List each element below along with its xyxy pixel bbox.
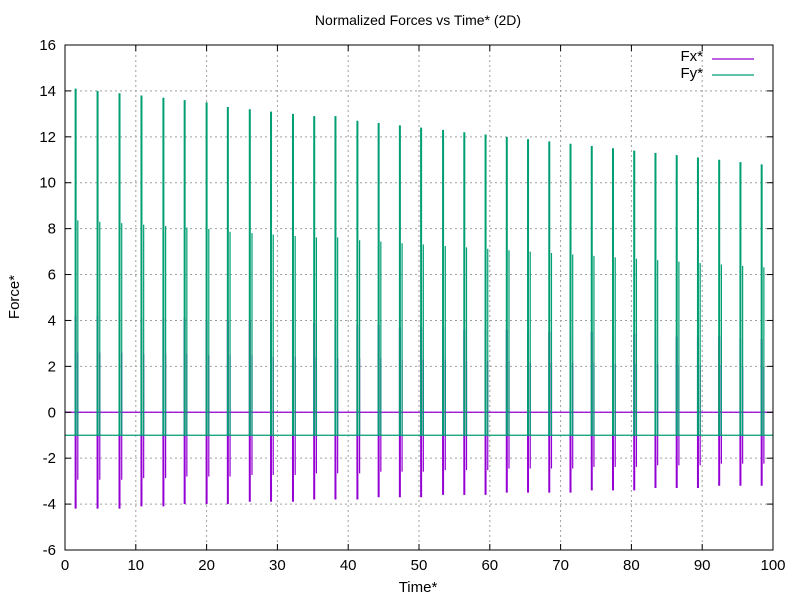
x-tick-label: 20 bbox=[198, 557, 215, 574]
x-tick-label: 50 bbox=[411, 557, 428, 574]
legend: Fx* Fy* bbox=[681, 48, 754, 82]
x-tick-label: 90 bbox=[694, 557, 711, 574]
y-tick-label: 8 bbox=[48, 221, 56, 238]
x-tick-label: 80 bbox=[623, 557, 640, 574]
chart-title: Normalized Forces vs Time* (2D) bbox=[315, 12, 521, 28]
x-tick-label: 10 bbox=[127, 557, 144, 574]
y-tick-label: 2 bbox=[48, 358, 56, 375]
y-tick-label: 0 bbox=[48, 404, 56, 421]
y-tick-label: 4 bbox=[48, 312, 56, 329]
ticks: 0 10 20 30 40 50 60 70 80 90 100 -6 -4 -2 0 2 4 6 8 10 12 14 1… bbox=[39, 37, 785, 574]
x-tick-label: 100 bbox=[760, 557, 785, 574]
y-tick-label: -2 bbox=[43, 450, 56, 467]
y-tick-label: -6 bbox=[43, 542, 56, 559]
x-axis-title: Time* bbox=[399, 579, 438, 596]
x-tick-label: 40 bbox=[340, 557, 357, 574]
y-tick-label: 6 bbox=[48, 267, 56, 284]
x-tick-label: 60 bbox=[481, 557, 498, 574]
y-tick-label: 12 bbox=[39, 129, 56, 146]
x-tick-label: 0 bbox=[61, 557, 69, 574]
y-tick-label: 14 bbox=[39, 83, 56, 100]
x-tick-label: 30 bbox=[269, 557, 286, 574]
legend-label-fx: Fx* bbox=[681, 48, 704, 65]
y-tick-label: 16 bbox=[39, 37, 56, 54]
y-tick-label: -4 bbox=[43, 496, 56, 513]
series-layer bbox=[65, 88, 773, 509]
y-tick-label: 10 bbox=[39, 175, 56, 192]
series-fy bbox=[65, 88, 773, 436]
legend-label-fy: Fy* bbox=[681, 65, 704, 82]
x-tick-label: 70 bbox=[552, 557, 569, 574]
y-axis-title: Force* bbox=[6, 275, 23, 319]
